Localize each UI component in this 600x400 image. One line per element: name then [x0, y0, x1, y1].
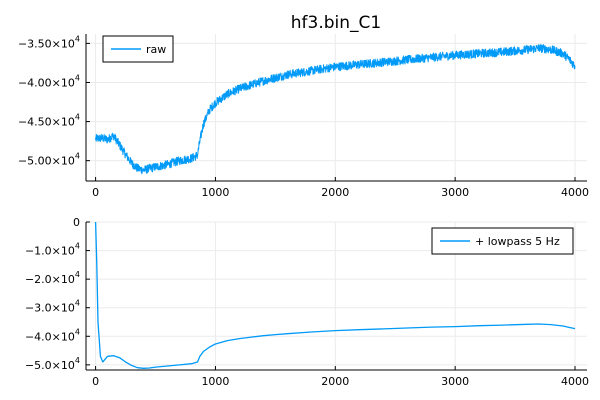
y-tick-label: −3.0×104 [25, 299, 80, 315]
x-tick-label: 1000 [201, 186, 229, 199]
legend: raw [102, 35, 174, 63]
raw-signal-panel: 0 1000 2000 3000 4000 −3.50×104 −4.00×104 −4.50… [18, 34, 589, 199]
series-line [94, 221, 576, 369]
y-tick-label: −1.0×104 [25, 242, 80, 258]
y-tick-label: −4.50×104 [18, 113, 80, 129]
x-tick-label: 4000 [561, 375, 589, 388]
x-tick-label: 3000 [441, 186, 469, 199]
x-tick-label: 2000 [321, 186, 349, 199]
y-tick-label: −4.00×104 [18, 73, 80, 89]
y-tick-label: 0 [73, 216, 80, 229]
y-tick-label: −5.0×104 [25, 356, 80, 372]
x-tick-label: 3000 [441, 375, 469, 388]
x-tick-label: 0 [92, 186, 99, 199]
y-tick-label: −2.0×104 [25, 270, 80, 286]
chart-title: hf3.bin_C1 [291, 13, 381, 33]
lowpass-signal-panel: 0 1000 2000 3000 4000 0 −1.0×104 −2.0×104 −3.0×1… [25, 216, 589, 388]
series-line [95, 44, 576, 175]
x-tick-label: 0 [92, 375, 99, 388]
y-tick-label: −5.00×104 [18, 152, 80, 168]
x-tick-label: 1000 [201, 375, 229, 388]
legend-label: + lowpass 5 Hz [475, 235, 560, 248]
legend-label: raw [146, 43, 166, 56]
x-tick-label: 2000 [321, 375, 349, 388]
x-tick-label: 4000 [561, 186, 589, 199]
y-tick-label: −4.0×104 [25, 327, 80, 343]
legend: + lowpass 5 Hz [431, 227, 574, 255]
y-tick-label: −3.50×104 [18, 34, 80, 50]
